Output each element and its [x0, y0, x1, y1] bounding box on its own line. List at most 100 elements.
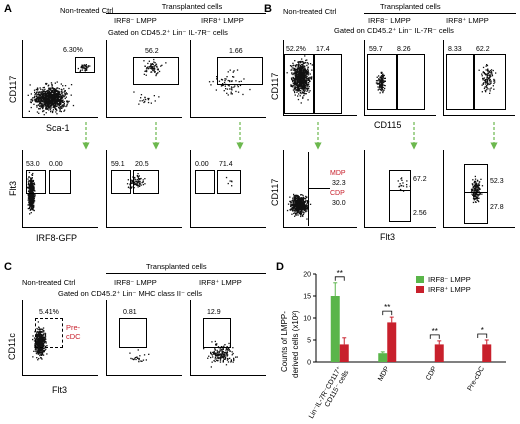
significance-bracket — [382, 310, 393, 316]
gate-box — [133, 57, 179, 85]
gate-value: 1.66 — [229, 48, 243, 55]
gate-box — [314, 54, 342, 114]
panel-c-plot-ctrl: 5.41% Pre- cDC — [22, 300, 98, 376]
gate-value: 5.41% — [39, 309, 59, 316]
y-tick-label: 15 — [303, 294, 311, 301]
legend-label: IRF8⁺ LMPP — [428, 285, 471, 294]
y-tick-label: 20 — [303, 272, 311, 279]
significance-marker: * — [481, 326, 484, 335]
gate-value: 2.56 — [413, 210, 427, 217]
gate-box — [111, 170, 131, 194]
gate-value: 59.7 — [369, 46, 383, 53]
gate-value: 52.2% — [286, 46, 306, 53]
panel-b-bottom-ylabel: CD117 — [270, 178, 280, 206]
x-tick-label: CDP — [425, 365, 439, 382]
gate-line — [308, 188, 330, 189]
significance-marker: ** — [432, 327, 438, 336]
y-tick-label: 10 — [303, 316, 311, 323]
bar — [387, 322, 397, 362]
panel-a-bottom-ylabel: Flt3 — [8, 180, 18, 196]
significance-bracket — [477, 333, 488, 338]
y-tick-label: 5 — [307, 338, 311, 345]
panel-b-plot-ctrl-top: 52.2% 17.4 — [283, 40, 357, 116]
gate-box — [217, 170, 241, 194]
gate-value: 62.2 — [476, 46, 490, 53]
panel-a-plot-irf8pos-top: 1.66 — [190, 40, 266, 118]
panel-a-header: Transplanted cells — [161, 2, 223, 11]
gate-box — [284, 54, 314, 114]
panel-a-col1-title: Non-treated Ctrl — [60, 6, 114, 15]
panel-c-col3-title: IRF8⁺ LMPP — [199, 278, 242, 287]
panel-c-plot-irf8pos: 12.9 — [190, 300, 266, 376]
gate-line — [464, 192, 488, 193]
gate-box — [389, 170, 411, 222]
bar — [339, 344, 349, 362]
bar — [434, 344, 444, 362]
gate-box — [367, 54, 397, 110]
gate-box — [446, 54, 474, 110]
gate-value: 71.4 — [219, 161, 233, 168]
significance-bracket — [334, 276, 345, 281]
significance-marker: ** — [337, 269, 343, 278]
gate-line — [308, 152, 309, 226]
significance-bracket — [429, 334, 440, 339]
panel-a-top-xlabel: Sca-1 — [46, 123, 70, 133]
panel-b-plot-irf8neg-bottom: 67.2 2.56 — [364, 150, 436, 228]
gate-box — [397, 54, 425, 110]
panel-d-label: D — [276, 261, 284, 273]
precdc-label-line1: Pre- — [66, 323, 81, 332]
panel-b-col1-title: Non-treated Ctrl — [283, 7, 337, 16]
cdp-label: CDP — [330, 190, 345, 197]
y-tick-label: 0 — [307, 360, 311, 367]
gate-box — [195, 170, 215, 194]
significance-marker: ** — [384, 303, 390, 312]
x-tick-label: Pre-cDC — [466, 366, 485, 393]
gate-value: 12.9 — [207, 309, 221, 316]
panel-c-col2-title: IRF8⁻ LMPP — [114, 278, 157, 287]
gate-value: 17.4 — [316, 46, 330, 53]
gate-box — [35, 318, 63, 348]
gate-value: 0.81 — [123, 309, 137, 316]
gate-box — [75, 57, 95, 73]
gate-value: 59.1 — [111, 161, 125, 168]
panel-d-ylabel-line1: Counts of LMPP- — [280, 311, 289, 372]
gate-box — [203, 318, 231, 348]
panel-a-plot-irf8neg-bottom: 59.1 20.5 — [106, 150, 182, 228]
panel-c-header: Transplanted cells — [146, 262, 207, 271]
panel-b-header-line — [364, 13, 516, 14]
gate-value: 56.2 — [145, 48, 159, 55]
gate-box — [26, 170, 46, 194]
legend-swatch — [416, 276, 424, 283]
panel-b-plot-ctrl-bottom: MDP 32.3 CDP 30.0 — [283, 150, 357, 228]
panel-a-col3-title: IRF8⁺ LMPP — [201, 16, 244, 25]
panel-c-label: C — [4, 261, 12, 273]
gate-box — [474, 54, 506, 110]
x-tick-label: MDP — [377, 365, 391, 382]
bar — [330, 296, 340, 362]
panel-c-xlabel: Flt3 — [52, 385, 68, 395]
gate-value: 0.00 — [49, 161, 63, 168]
panel-a-gate: Gated on CD45.2⁺ Lin⁻ IL-7R⁻ cells — [108, 28, 228, 37]
x-tick-label: Lin⁻IL-7R⁻CD117⁺CD115⁻ cells — [308, 365, 351, 422]
legend-label: IRF8⁻ LMPP — [428, 275, 471, 284]
panel-b-top-ylabel: CD117 — [270, 72, 280, 100]
gate-box — [49, 170, 71, 194]
panel-a-plot-ctrl-top: 6.30% — [22, 40, 98, 118]
gate-box — [119, 318, 147, 348]
gate-value: 0.00 — [195, 161, 209, 168]
panel-b-col3-title: IRF8⁺ LMPP — [446, 16, 489, 25]
gate-line — [389, 190, 411, 191]
precdc-label-line2: cDC — [66, 332, 81, 341]
panel-a-top-ylabel: CD117 — [8, 75, 18, 103]
gate-value: 8.33 — [448, 46, 462, 53]
mdp-label: MDP — [330, 170, 346, 177]
panel-b-bottom-xlabel: Flt3 — [380, 232, 396, 242]
panel-a-label: A — [4, 3, 12, 15]
gate-value: 8.26 — [397, 46, 411, 53]
panel-b-plot-irf8neg-top: 59.7 8.26 — [364, 40, 436, 116]
panel-b-header: Transplanted cells — [380, 2, 441, 11]
panel-b-plot-irf8pos-bottom: 52.3 27.8 — [443, 150, 515, 228]
panel-b-plot-irf8pos-top: 8.33 62.2 — [443, 40, 515, 116]
panel-c-header-line — [106, 273, 266, 274]
